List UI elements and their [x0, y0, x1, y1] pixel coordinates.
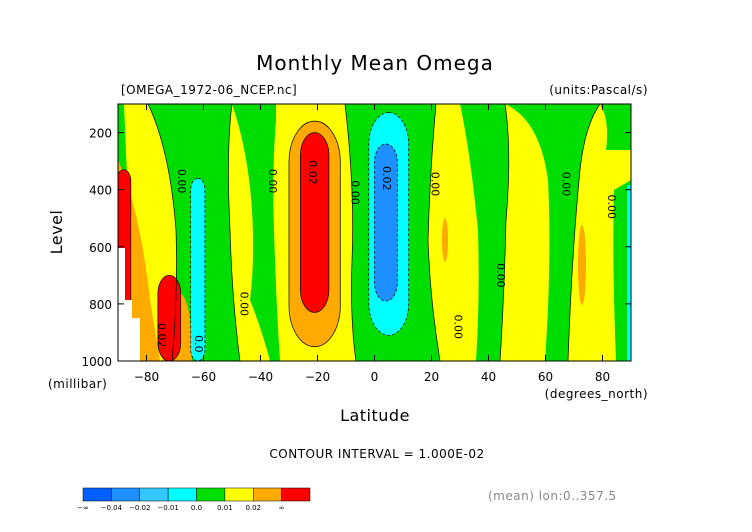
units-label: (units:Pascal/s): [549, 83, 648, 97]
contour-label: 0.00: [451, 314, 464, 339]
contour-label: 0.00: [605, 195, 618, 220]
contour-field-002: [157, 274, 182, 361]
contour-labels: 0.00 0.00 0.020.000.02 0.00 0.000.000.000.00…: [155, 160, 618, 352]
contour-lines: [147, 104, 601, 361]
colorbar-label: 0.01: [217, 504, 233, 512]
x-tick-label: 80: [595, 370, 610, 384]
contour-field-002: [300, 132, 330, 313]
contour-label: 0.02: [155, 323, 168, 348]
contour-label: 0.00: [266, 169, 279, 194]
x-tick-label: −40: [248, 370, 273, 384]
colorbar-label: ∞: [279, 504, 285, 512]
y-tick-label: 800: [89, 298, 112, 312]
x-tick-label: 60: [538, 370, 553, 384]
colorbar-swatch: [253, 487, 282, 502]
contour-label: 0.0: [192, 335, 205, 353]
colorbar-label: 0.02: [245, 504, 261, 512]
y-tick-label: 400: [89, 184, 112, 198]
missing-data-region: [118, 248, 140, 361]
contour-line: [499, 104, 510, 361]
y-units-label: (millibar): [48, 377, 107, 391]
footer-text: (mean) lon:0..357.5: [488, 489, 617, 503]
colorbar-label: −0.04: [101, 504, 123, 512]
y-tick-label: 200: [89, 127, 112, 141]
y-tick-label: 600: [89, 241, 112, 255]
field-band-green: [232, 104, 280, 361]
contour-label: 0.00: [494, 263, 507, 288]
x-tick-label: −60: [191, 370, 216, 384]
colorbar-label: −∞: [77, 504, 89, 512]
field-band-green: [505, 104, 600, 361]
x-units-label: (degrees_north): [545, 387, 648, 401]
x-tick-label: −80: [134, 370, 159, 384]
contour-line: [344, 104, 357, 361]
y-axis-label: Level: [47, 210, 66, 255]
contour-line: [228, 104, 241, 361]
plot-area: 0.00 0.00 0.020.000.02 0.00 0.000.000.000.00…: [118, 104, 631, 361]
x-tick-label: −20: [305, 370, 330, 384]
field-band-green: [613, 180, 631, 361]
y-axis: 200 400 600 800 1000: [81, 127, 631, 369]
x-axis: −80 −60 −40 −20 0 20 40 60 80: [134, 104, 610, 384]
x-axis-label: Latitude: [340, 406, 410, 425]
field-orange: [578, 225, 586, 305]
contour-label: 0.00: [429, 172, 442, 197]
contour-label: 0.00: [349, 180, 362, 205]
colorbar-swatch: [196, 487, 226, 502]
contour-label: 0.00: [238, 292, 251, 317]
contour-line: [427, 104, 441, 361]
colorbar-label: −0.02: [129, 504, 150, 512]
x-tick-label: 40: [481, 370, 496, 384]
contour-interval-text: CONTOUR INTERVAL = 1.000E-02: [269, 447, 484, 461]
field-band-green: [460, 104, 509, 361]
colorbar-swatch: [139, 487, 169, 502]
colorbar-label: 0.0: [191, 504, 202, 512]
file-label: [OMEGA_1972-06_NCEP.nc]: [121, 83, 297, 97]
contour-line: [147, 104, 177, 361]
field-band-green: [600, 104, 631, 150]
contour-line: [567, 104, 601, 361]
contour-label: 0.02: [306, 160, 319, 185]
x-tick-label: 0: [371, 370, 379, 384]
colorbar-swatch: [281, 487, 311, 502]
y-tick-label: 1000: [81, 355, 112, 369]
colorbar-swatch: [82, 487, 112, 502]
contour-label: 0.02: [380, 166, 393, 191]
x-tick-label: 20: [424, 370, 439, 384]
field-orange: [442, 218, 448, 262]
field-cyan-edge: [627, 185, 631, 361]
colorbar-label: −0.01: [157, 504, 178, 512]
colorbar: −∞ −0.04 −0.02 −0.01 0.0 0.01 0.02 ∞: [77, 487, 311, 512]
colorbar-swatch: [167, 487, 197, 502]
contour-label: 0.00: [175, 169, 188, 194]
contour-field-neg002: [374, 143, 398, 302]
colorbar-swatch: [224, 487, 254, 502]
chart-title: Monthly Mean Omega: [256, 51, 494, 75]
contour-label: 0.00: [560, 172, 573, 197]
contour-field-neg001: [190, 177, 206, 361]
colorbar-swatch: [111, 487, 140, 502]
